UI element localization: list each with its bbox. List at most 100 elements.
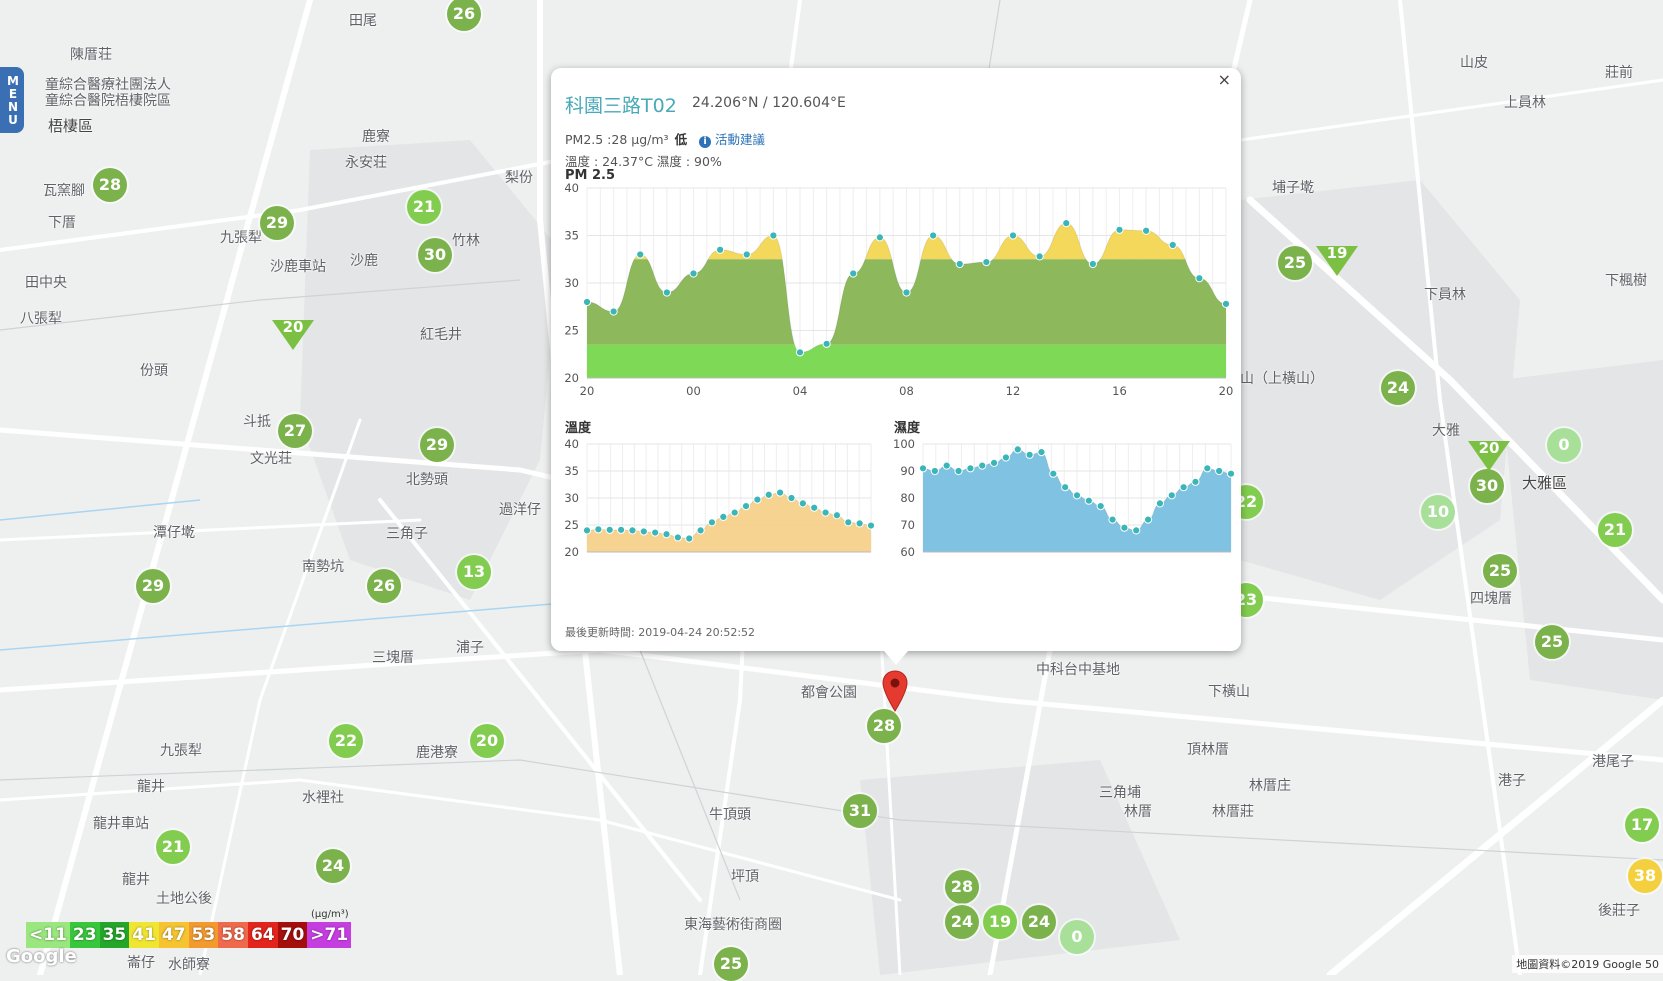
y-tick-label: 60 [900,545,915,559]
data-point [582,526,592,535]
place-label: 八張犁 [20,311,62,327]
triangle-station-value[interactable]: 20 [1478,439,1500,457]
data-point [742,250,751,259]
data-point [918,464,928,473]
data-point [628,526,637,535]
station-marker[interactable]: 10 [1421,495,1455,529]
place-label: 九張犁 [160,743,202,759]
station-marker[interactable]: 0 [1060,920,1094,954]
data-point [1215,466,1224,476]
station-marker[interactable]: 22 [329,724,363,758]
data-point [1013,445,1022,454]
popup-pointer [884,651,908,665]
station-marker[interactable]: 26 [367,569,401,603]
area-fill [587,492,871,552]
data-point [707,518,717,527]
triangle-station-value[interactable]: 19 [1326,244,1348,262]
activity-advice-label: 活動建議 [715,132,766,147]
data-point [955,259,964,269]
station-marker[interactable]: 20 [470,724,504,758]
menu-tab[interactable]: MENU [0,67,24,133]
place-label: 瓦窯腳 [43,183,85,199]
close-popup-button[interactable]: × [1217,70,1231,89]
station-marker[interactable]: 26 [447,0,481,31]
data-point [662,288,671,297]
triangle-station-marker[interactable] [1316,246,1358,276]
station-marker[interactable]: 19 [983,905,1017,939]
pm-reading: PM2.5 :28 μg/m³ [565,132,669,147]
legend-swatch: 47 [158,922,189,948]
data-point [616,525,626,534]
station-marker[interactable]: 25 [714,947,748,981]
legend-swatch: 58 [218,922,248,948]
legend-swatch: 64 [247,922,278,948]
station-marker[interactable]: 29 [260,206,294,240]
data-point [1072,491,1082,500]
y-tick-label: 90 [900,464,915,478]
info-icon: i [699,136,712,148]
place-label: 浦子 [456,640,484,656]
station-marker[interactable]: 21 [156,830,190,864]
station-marker[interactable]: 21 [1598,513,1632,547]
place-label: 田尾 [349,13,377,29]
place-label: 紅毛井 [420,327,462,343]
data-point [716,245,725,254]
station-marker[interactable]: 30 [418,238,452,272]
place-label: 永安荘 [345,155,387,171]
place-label: 林厝莊 [1212,804,1254,820]
place-label: 梧棲區 [48,117,94,135]
area-band-low [587,344,1226,378]
station-marker[interactable]: 24 [1381,371,1415,405]
triangle-station-marker[interactable] [1468,441,1510,471]
place-label: 龍井 [122,872,150,888]
activity-advice-link[interactable]: i 活動建議 [699,132,766,148]
station-marker[interactable]: 13 [457,555,491,589]
data-point [929,231,938,240]
data-point [1037,448,1046,457]
station-marker[interactable]: 25 [1278,246,1312,280]
place-label: 莊前 [1605,65,1633,81]
data-point [1049,469,1058,478]
data-point [849,269,858,278]
place-label: 港子 [1498,773,1526,789]
station-info-popup: × 科園三路T02 24.206°N / 120.604°E PM2.5 :28… [551,68,1241,651]
data-point [1203,464,1212,473]
station-marker[interactable]: 24 [1022,905,1056,939]
station-marker[interactable]: 24 [945,905,979,939]
data-point [1108,515,1117,524]
station-marker[interactable]: 29 [420,428,454,462]
data-point [1120,523,1129,532]
y-tick-label: 20 [564,371,579,385]
station-marker[interactable]: 28 [867,709,901,743]
station-marker[interactable]: 28 [945,870,979,904]
station-marker[interactable]: 25 [1535,625,1569,659]
place-label: 大雅區 [1522,474,1568,492]
station-marker[interactable]: 28 [93,168,127,202]
place-label: 後莊子 [1598,903,1640,919]
station-marker[interactable]: 21 [407,190,441,224]
place-label: 山皮 [1460,55,1488,71]
data-point [982,258,991,267]
map-attribution[interactable]: 地圖資料©2019 Google 50 [1512,955,1663,973]
x-tick-label: 04 [793,384,808,398]
station-marker[interactable]: 30 [1470,469,1504,503]
place-label: 中科台中基地 [1036,662,1120,678]
station-marker[interactable]: 25 [1483,554,1517,588]
station-marker[interactable]: 24 [316,849,350,883]
place-label: 下橫山 [1208,684,1250,700]
station-marker[interactable]: 17 [1625,808,1659,842]
place-label: 水師寮 [168,957,210,973]
station-marker[interactable]: 0 [1547,428,1581,462]
station-marker[interactable]: 29 [136,569,170,603]
legend-swatch: 35 [99,922,130,948]
station-marker[interactable]: 31 [843,794,877,828]
place-label: 下楓樹 [1605,273,1647,289]
data-point [651,528,660,537]
station-marker[interactable]: 27 [278,414,312,448]
selected-location-pin-icon[interactable] [882,670,908,716]
data-point [609,307,618,316]
triangle-station-marker[interactable] [272,320,314,350]
triangle-station-value[interactable]: 20 [282,318,304,336]
station-marker[interactable]: 38 [1628,859,1662,893]
data-point [1088,259,1097,269]
